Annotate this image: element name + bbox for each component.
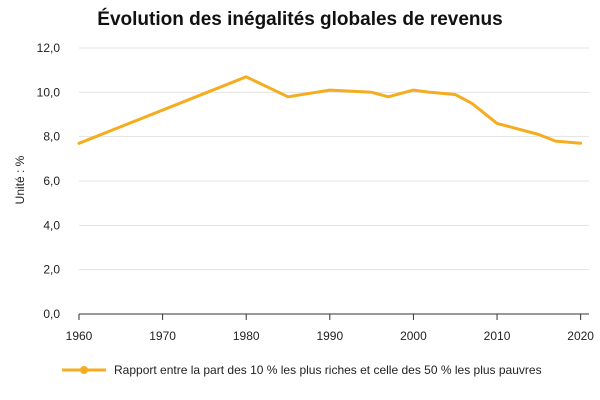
x-tick-label: 1960 bbox=[66, 329, 93, 343]
y-axis-label: Unité : % bbox=[13, 155, 27, 204]
y-tick-label: 12,0 bbox=[37, 41, 61, 55]
legend-dot-marker bbox=[80, 366, 88, 374]
y-tick-label: 8,0 bbox=[43, 130, 60, 144]
series-layer bbox=[77, 75, 583, 145]
x-tick-label: 2000 bbox=[400, 329, 427, 343]
series-line bbox=[77, 75, 583, 145]
x-tick-label: 2020 bbox=[567, 329, 594, 343]
x-tick-label: 1990 bbox=[316, 329, 343, 343]
y-tick-label: 6,0 bbox=[43, 174, 60, 188]
y-tick-label: 10,0 bbox=[37, 85, 61, 99]
chart-title: Évolution des inégalités globales de rev… bbox=[97, 8, 502, 30]
y-axis-tick-labels: 0,0 2,0 4,0 6,0 8,0 10,0 12,0 bbox=[37, 41, 61, 321]
axes bbox=[78, 313, 589, 320]
x-tick-label: 2010 bbox=[484, 329, 511, 343]
y-tick-label: 2,0 bbox=[43, 263, 60, 277]
x-axis-tick-labels: 1960 1970 1980 1990 2000 2010 2020 bbox=[66, 329, 595, 343]
gridlines bbox=[79, 47, 589, 271]
y-tick-label: 4,0 bbox=[43, 218, 60, 232]
legend-label: Rapport entre la part des 10 % les plus … bbox=[114, 363, 542, 377]
x-tick-label: 1970 bbox=[149, 329, 176, 343]
y-tick-label: 0,0 bbox=[43, 307, 60, 321]
x-tick-label: 1980 bbox=[233, 329, 260, 343]
legend: Rapport entre la part des 10 % les plus … bbox=[62, 363, 542, 377]
